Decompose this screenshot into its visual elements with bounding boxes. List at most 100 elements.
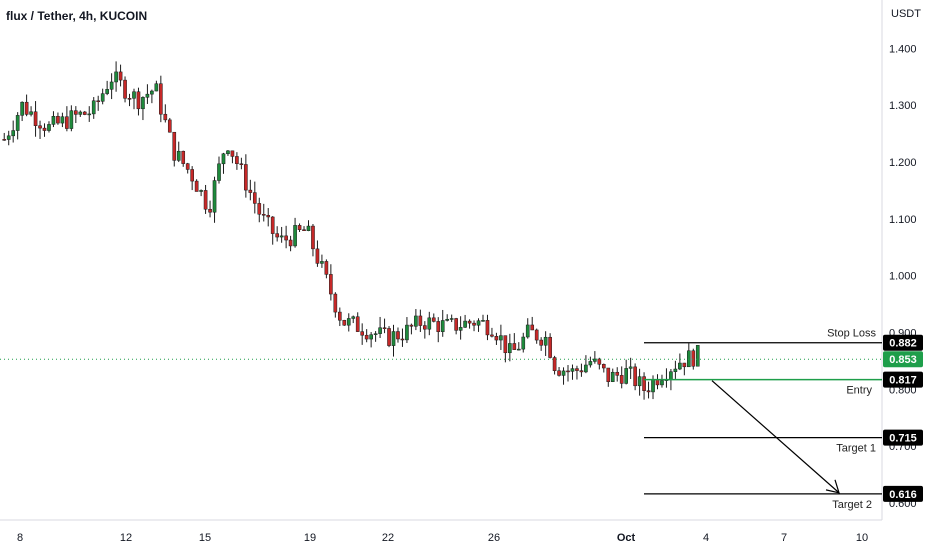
candle: [261, 203, 266, 222]
candle-body: [610, 371, 615, 382]
candle-body: [320, 261, 324, 264]
candle: [105, 80, 109, 96]
arrow-head: [825, 479, 840, 494]
candle: [306, 220, 311, 232]
candle: [686, 343, 691, 368]
candle: [597, 357, 602, 370]
candle: [82, 110, 87, 116]
candle-body: [252, 192, 257, 204]
candle-body: [405, 324, 409, 341]
candle-body: [141, 97, 145, 110]
candle: [503, 335, 508, 363]
candle: [33, 101, 38, 137]
candle: [646, 381, 651, 399]
candle: [660, 374, 664, 388]
candle: [145, 84, 150, 104]
candle-body: [619, 375, 624, 384]
candle-body: [239, 163, 244, 165]
price-label-2: 0.715: [883, 429, 923, 446]
candle-body: [266, 215, 271, 218]
candle: [539, 337, 543, 351]
axes: flux / Tether, 4h, KUCOIN USDT: [0, 0, 921, 521]
candle: [118, 64, 123, 87]
candle: [100, 88, 105, 105]
candle: [96, 95, 101, 111]
candle: [360, 323, 365, 345]
candle-body: [561, 370, 566, 376]
candle: [637, 368, 642, 396]
candle: [440, 309, 445, 337]
candle-body: [91, 100, 96, 115]
candle-body: [114, 71, 118, 83]
price-tick-label: 1.000: [889, 271, 917, 283]
candle: [2, 132, 7, 141]
candle-body: [176, 150, 181, 161]
candle-body: [521, 336, 526, 350]
price-label-bg: [883, 334, 923, 351]
candle: [333, 292, 338, 318]
candle-body: [382, 327, 387, 329]
candle: [481, 314, 485, 322]
candle-body: [606, 367, 611, 382]
candle: [458, 316, 463, 340]
candle: [315, 240, 320, 267]
candle-body: [333, 293, 338, 313]
candle-body: [78, 111, 83, 115]
candle-body: [167, 119, 172, 133]
candle: [24, 94, 29, 117]
price-tick-label: 1.100: [889, 214, 917, 226]
candle-body: [427, 317, 432, 330]
candle-body: [628, 366, 633, 369]
candle: [56, 112, 60, 125]
candle-body: [597, 358, 602, 365]
candle-body: [485, 320, 490, 336]
candle: [396, 327, 400, 343]
candle: [270, 216, 275, 245]
candle: [38, 120, 42, 139]
candle-body: [244, 164, 248, 191]
candle: [472, 320, 476, 332]
candle: [624, 359, 628, 385]
candle-body: [503, 335, 508, 354]
candle: [575, 365, 579, 380]
price-label-0: 0.882: [883, 334, 923, 351]
current-price-value: 0.853: [889, 354, 917, 366]
candle-body: [306, 225, 311, 232]
candle-body: [123, 79, 127, 99]
time-tick-label: 7: [781, 532, 787, 544]
candle-body: [463, 320, 467, 328]
candle: [194, 179, 199, 192]
candle: [74, 106, 78, 124]
candle: [490, 327, 494, 338]
candle-body: [436, 321, 441, 332]
candle-body: [172, 131, 177, 161]
price-labels: 0.882 0.817 0.715 0.616 0.853: [883, 334, 923, 502]
candle-body: [557, 370, 561, 376]
candle-body: [642, 376, 646, 391]
candle-body: [24, 101, 29, 115]
candle: [150, 89, 154, 104]
candle: [400, 328, 405, 347]
candle-body: [476, 320, 481, 326]
candle: [378, 316, 382, 339]
candle-body: [467, 320, 472, 324]
candle-body: [534, 329, 539, 341]
candle: [20, 101, 24, 122]
candle: [167, 117, 172, 133]
candle: [60, 112, 65, 128]
candle: [127, 93, 132, 107]
candle-body: [682, 362, 687, 368]
candle: [199, 189, 203, 197]
candle: [606, 367, 611, 387]
candle: [499, 324, 503, 350]
price-label-value: 0.616: [889, 489, 917, 501]
candle-body: [364, 334, 369, 340]
candle: [226, 150, 230, 156]
candle-body: [678, 362, 682, 370]
candle: [78, 110, 83, 117]
candle: [239, 157, 244, 170]
candle-body: [279, 235, 284, 238]
time-tick-label: 26: [488, 532, 500, 544]
